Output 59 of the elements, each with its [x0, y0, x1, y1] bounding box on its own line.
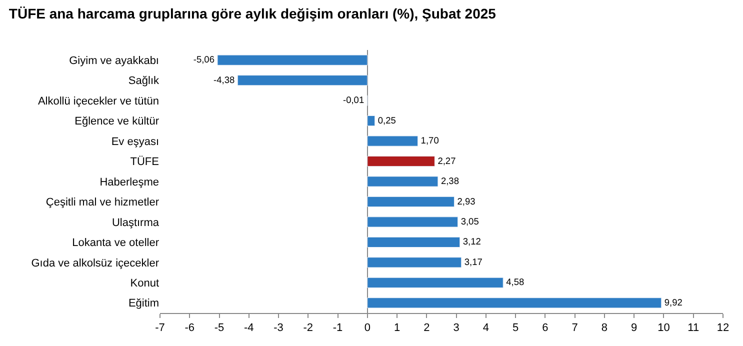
x-tick-label: 4 [482, 322, 490, 334]
x-tick-label: 3 [453, 322, 460, 334]
bar [367, 216, 458, 228]
y-tick-label: Eğlence ve kültür [74, 116, 160, 128]
data-label: 2,27 [438, 156, 456, 166]
bar [367, 257, 462, 268]
data-label: 1,70 [420, 136, 439, 146]
data-label: -5,06 [193, 54, 214, 65]
data-label: 2,38 [440, 176, 459, 186]
x-tick-label: 8 [601, 322, 608, 334]
bar [217, 54, 368, 66]
x-tick-label: -6 [184, 322, 195, 334]
y-tick-label: Giyim ve ayakkabı [69, 54, 159, 67]
data-label: 4,58 [506, 277, 524, 288]
x-tick-label: -3 [274, 322, 284, 334]
bar [367, 236, 460, 248]
bar [367, 116, 376, 126]
data-label: 2,93 [457, 196, 476, 206]
bar [367, 136, 418, 146]
x-tick-label: 0 [364, 322, 370, 334]
data-label: 0,25 [378, 115, 396, 126]
y-tick-label: Lokanta ve oteller [72, 237, 160, 250]
bar [367, 298, 662, 308]
x-tick-label: 12 [716, 322, 730, 334]
x-tick-label: 9 [631, 322, 638, 334]
bar [367, 196, 454, 208]
y-tick-label: Alkollü içecekler ve tütün [38, 95, 159, 108]
bar [367, 156, 435, 167]
x-tick-label: -7 [155, 322, 165, 334]
data-label: 3,12 [462, 236, 481, 247]
x-tick-label: 5 [512, 322, 519, 334]
data-label: 3,17 [464, 256, 482, 267]
x-tick-label: 6 [542, 322, 548, 334]
data-label: -0,01 [343, 95, 364, 106]
y-tick-label: Ulaştırma [112, 216, 160, 229]
data-label: -4,38 [214, 74, 235, 85]
x-tick-label: -5 [214, 322, 224, 334]
data-label: 9,92 [664, 297, 682, 308]
x-tick-label: 11 [688, 322, 700, 334]
x-tick-label: -2 [303, 322, 314, 334]
y-tick-label: Eğitim [128, 298, 159, 310]
x-tick-label: -1 [332, 322, 343, 334]
y-tick-label: Konut [130, 278, 159, 290]
x-tick-label: -4 [244, 322, 254, 334]
x-tick-label: 10 [658, 322, 670, 334]
y-tick-label: TÜFE [130, 155, 159, 168]
x-tick-label: 2 [424, 322, 430, 334]
y-tick-label: Çeşitli mal ve hizmetler [46, 196, 160, 209]
y-tick-label: Sağlık [128, 75, 160, 88]
bar [367, 176, 438, 187]
x-tick-label: 1 [394, 322, 400, 334]
data-label: 3,05 [460, 216, 479, 226]
bar [367, 277, 504, 288]
y-tick-label: Ev eşyası [111, 136, 159, 148]
x-tick-label: 7 [572, 322, 578, 334]
y-tick-label: Haberleşme [100, 176, 159, 188]
bar [237, 75, 368, 86]
y-tick-label: Gıda ve alkolsüz içecekler [31, 257, 160, 270]
chart-title: TÜFE ana harcama gruplarına göre aylık değişim oranları (%), Şubat 2025 [8, 5, 496, 22]
